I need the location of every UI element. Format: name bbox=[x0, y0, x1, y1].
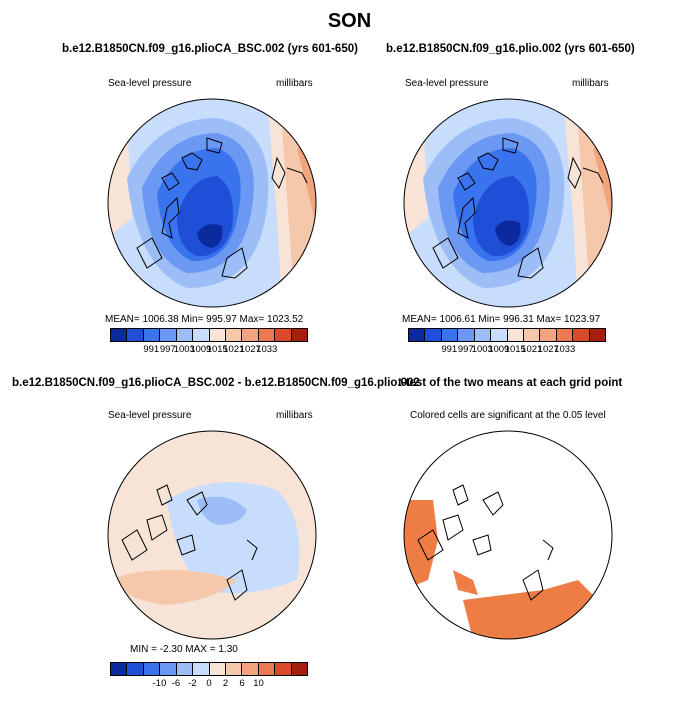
colorbar-swatch bbox=[523, 329, 541, 341]
colorbar-tick-label: 1009 bbox=[190, 344, 212, 355]
panel3-polar-map bbox=[107, 430, 317, 640]
colorbar-tick-label: 997 bbox=[457, 344, 474, 355]
panel3-units-label: millibars bbox=[276, 410, 313, 421]
panel2-title: b.e12.B1850CN.f09_g16.plio.002 (yrs 601-… bbox=[386, 43, 635, 55]
colorbar-swatch bbox=[160, 329, 177, 341]
panel3-stats: MIN = -2.30 MAX = 1.30 bbox=[130, 644, 238, 655]
colorbar-tick-label: 1009 bbox=[488, 344, 510, 355]
panel2-variable-label: Sea-level pressure bbox=[405, 78, 489, 89]
colorbar-swatch bbox=[540, 329, 557, 341]
colorbar-swatch bbox=[111, 663, 128, 675]
colorbar-swatch bbox=[258, 329, 276, 341]
panel2-units-label: millibars bbox=[572, 78, 609, 89]
colorbar-swatch bbox=[409, 329, 426, 341]
colorbar-swatch bbox=[573, 329, 590, 341]
panel2-polar-map bbox=[403, 98, 613, 308]
season-title: SON bbox=[327, 10, 372, 32]
colorbar-tick-label: 1003 bbox=[471, 344, 493, 355]
colorbar-tick-label: 991 bbox=[143, 344, 160, 355]
panel2-colorbar: 991 997 1003 1009 1015 1021 1027 1033 bbox=[408, 328, 606, 356]
panel1-variable-label: Sea-level pressure bbox=[108, 78, 192, 89]
colorbar-swatch bbox=[127, 663, 144, 675]
colorbar-tick-label: 1015 bbox=[206, 344, 228, 355]
colorbar-swatch bbox=[143, 663, 161, 675]
colorbar-swatch bbox=[275, 329, 292, 341]
colorbar-swatch bbox=[491, 329, 508, 341]
panel4-polar-map bbox=[403, 430, 613, 640]
colorbar-tick-label: 991 bbox=[441, 344, 458, 355]
colorbar-tick-label: -10 bbox=[152, 678, 167, 689]
colorbar-tick-label: 1015 bbox=[504, 344, 526, 355]
colorbar-swatch bbox=[209, 663, 226, 675]
colorbar-tick-label: -2 bbox=[188, 678, 197, 689]
panel4-significance-label: Colored cells are significant at the 0.0… bbox=[410, 410, 606, 421]
colorbar-swatch bbox=[458, 329, 475, 341]
colorbar-swatch bbox=[242, 329, 259, 341]
panel1-title: b.e12.B1850CN.f09_g16.plioCA_BSC.002 (yr… bbox=[62, 43, 358, 55]
colorbar-swatch bbox=[176, 329, 194, 341]
colorbar-swatch bbox=[111, 329, 128, 341]
colorbar-swatch bbox=[242, 663, 259, 675]
colorbar-tick-label: 997 bbox=[159, 344, 176, 355]
colorbar-swatch bbox=[258, 663, 276, 675]
colorbar-swatch bbox=[589, 329, 606, 341]
colorbar-swatch bbox=[474, 329, 492, 341]
panel3-colorbar: -10 -6 -2 0 2 6 10 bbox=[110, 662, 308, 690]
panel4-title: t-test of the two means at each grid poi… bbox=[398, 377, 623, 389]
colorbar-swatch bbox=[291, 663, 308, 675]
colorbar-swatch bbox=[225, 329, 243, 341]
colorbar-tick-label: 10 bbox=[253, 678, 264, 689]
colorbar-swatch bbox=[193, 663, 210, 675]
colorbar-swatch bbox=[209, 329, 226, 341]
colorbar-swatch bbox=[275, 663, 292, 675]
colorbar-tick-label: 2 bbox=[222, 678, 229, 689]
colorbar-swatch bbox=[425, 329, 442, 341]
panel3-title: b.e12.B1850CN.f09_g16.plioCA_BSC.002 - b… bbox=[12, 377, 420, 389]
panel1-units-label: millibars bbox=[276, 78, 313, 89]
colorbar-tick-label: 1003 bbox=[173, 344, 195, 355]
panel2-stats: MEAN= 1006.61 Min= 996.31 Max= 1023.97 bbox=[402, 314, 601, 325]
colorbar-swatch bbox=[127, 329, 144, 341]
panel1-colorbar: 991 997 1003 1009 1015 1021 1027 1033 bbox=[110, 328, 308, 356]
colorbar-swatch bbox=[176, 663, 194, 675]
panel1-polar-map bbox=[107, 98, 317, 308]
colorbar-tick-label: 6 bbox=[239, 678, 245, 689]
significant-region bbox=[453, 570, 478, 595]
colorbar-swatch bbox=[143, 329, 161, 341]
colorbar-swatch bbox=[193, 329, 210, 341]
panel1-stats: MEAN= 1006.38 Min= 995.97 Max= 1023.52 bbox=[105, 314, 304, 325]
colorbar-tick-label: -6 bbox=[171, 678, 181, 689]
colorbar-tick-label: 0 bbox=[206, 678, 212, 689]
colorbar-tick-label: 1021 bbox=[223, 344, 245, 355]
panel3-variable-label: Sea-level pressure bbox=[108, 410, 192, 421]
colorbar-tick-label: 1027 bbox=[239, 344, 261, 355]
colorbar-swatch bbox=[556, 329, 574, 341]
colorbar-tick-label: 1027 bbox=[537, 344, 559, 355]
colorbar-swatch bbox=[291, 329, 308, 341]
colorbar-swatch bbox=[507, 329, 524, 341]
colorbar-tick-label: 1033 bbox=[256, 344, 278, 355]
colorbar-swatch bbox=[160, 663, 177, 675]
colorbar-tick-label: 1033 bbox=[554, 344, 576, 355]
colorbar-swatch bbox=[225, 663, 243, 675]
colorbar-tick-label: 1021 bbox=[521, 344, 543, 355]
colorbar-swatch bbox=[441, 329, 459, 341]
